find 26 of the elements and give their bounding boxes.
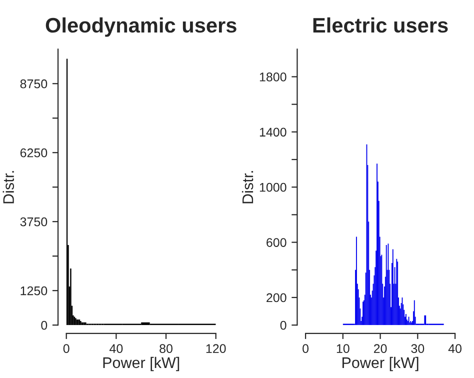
x-tick-label: 30	[411, 344, 424, 354]
y-tick-label: 200	[266, 293, 286, 302]
x-tick-label: 0	[63, 344, 70, 354]
y-tick-label: 6250	[20, 148, 48, 158]
x-tick-label: 10	[336, 344, 350, 354]
y-tick-label: 8750	[20, 79, 48, 88]
y-tick-label: 1250	[20, 286, 48, 296]
y-tick-label: 600	[266, 238, 286, 247]
y-tick-label: 0	[41, 320, 48, 330]
x-tick-label: 40	[448, 344, 462, 354]
x-tick-label: 80	[160, 344, 172, 354]
x-axis-title: Power [kW]	[103, 356, 180, 372]
x-tick-label: 40	[110, 344, 123, 354]
chart-title: Electric users	[313, 17, 448, 33]
y-tick-label: 1400	[260, 128, 286, 137]
x-tick-label: 20	[374, 344, 387, 354]
x-tick-label: 0	[302, 344, 309, 354]
x-tick-label: 120	[206, 344, 226, 354]
x-axis-title: Power [kW]	[342, 356, 418, 372]
y-tick-label: 1800	[260, 72, 286, 82]
y-tick-label: 3750	[20, 217, 48, 226]
y-axis-title: Distr.	[242, 171, 254, 204]
y-tick-label: 0	[280, 320, 286, 330]
y-axis-title: Distr.	[2, 171, 14, 204]
chart-title: Oleodynamic users	[46, 17, 236, 37]
y-tick-label: 1000	[260, 182, 286, 192]
